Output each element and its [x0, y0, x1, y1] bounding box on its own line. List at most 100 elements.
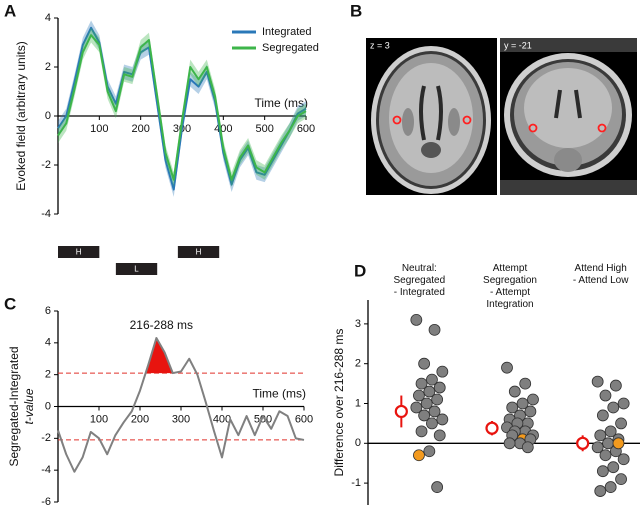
y-tick-label: 4 [45, 337, 51, 349]
data-point [524, 405, 537, 418]
x-axis-label: Time (ms) [254, 96, 308, 110]
x-tick-label: 200 [131, 413, 149, 425]
data-point [415, 425, 428, 438]
legend-label: Integrated [262, 26, 312, 38]
stimulus-label: L [134, 265, 139, 274]
data-point [503, 437, 516, 450]
mean-marker [394, 404, 408, 419]
data-point [596, 409, 609, 422]
data-point [591, 441, 604, 454]
category-label: Attempt Segregation - Attempt Integration [483, 263, 537, 310]
data-point [413, 449, 425, 462]
data-point [426, 417, 438, 430]
y-axis-label: Evoked field (arbitrary units) [14, 41, 28, 190]
y-tick-label: -1 [351, 477, 361, 489]
y-tick-label: 0 [45, 110, 51, 122]
x-tick-label: 100 [90, 123, 108, 135]
data-point [436, 413, 449, 426]
data-point [508, 385, 521, 398]
x-tick-label: 600 [297, 123, 315, 135]
series-line [57, 337, 305, 473]
stimulus-label: H [196, 248, 202, 257]
y-tick-label: -6 [41, 496, 51, 508]
data-point [433, 429, 446, 442]
data-point [423, 445, 436, 458]
panel-label: B [350, 1, 362, 20]
x-tick-label: 100 [90, 413, 108, 425]
y-tick-label: 0 [45, 400, 51, 412]
annotation: 216-288 ms [130, 318, 193, 332]
data-point [433, 381, 446, 394]
y-tick-label: 6 [45, 305, 51, 317]
data-point [617, 453, 630, 466]
data-point [594, 485, 607, 497]
x-tick-label: 500 [255, 123, 273, 135]
data-point [516, 397, 529, 410]
y-tick-label: -4 [41, 208, 51, 220]
y-axis-label: Difference over 216-288 ms [332, 329, 346, 477]
category-label: Attend High - Attend Low [573, 263, 629, 286]
x-tick-label: 400 [213, 413, 231, 425]
data-point [413, 389, 425, 402]
y-tick-label: 3 [355, 318, 361, 330]
mean-marker [576, 436, 590, 450]
y-axis-label: t-value [22, 388, 36, 424]
stimulus-block [115, 263, 158, 275]
y-axis-label: Segregated-Integrated [7, 346, 21, 466]
data-point [607, 401, 620, 414]
data-point [415, 377, 428, 390]
data-point [519, 377, 532, 390]
mean-marker [485, 421, 499, 435]
data-point [436, 365, 449, 378]
data-point [607, 461, 620, 474]
y-tick-label: -2 [41, 432, 51, 444]
stimulus-label: H [76, 248, 82, 257]
y-tick-label: 2 [45, 369, 51, 381]
data-point [615, 473, 627, 486]
y-tick-label: 4 [45, 12, 51, 24]
data-point [431, 481, 444, 493]
data-point [420, 397, 433, 410]
data-point [615, 417, 627, 430]
data-point [423, 385, 436, 398]
data-point [410, 401, 423, 414]
data-point [428, 405, 441, 418]
x-tick-label: 200 [131, 123, 149, 135]
slice-label: z = 3 [370, 40, 390, 50]
x-tick-label: 300 [172, 413, 190, 425]
data-point [418, 357, 431, 370]
data-point [609, 379, 622, 392]
data-point [426, 373, 438, 386]
data-point [604, 425, 617, 438]
panel-label: C [4, 294, 16, 313]
data-point [599, 449, 612, 462]
data-point [594, 429, 607, 442]
data-point [428, 323, 441, 336]
x-axis-label: Time (ms) [252, 387, 306, 401]
y-tick-label: -4 [41, 464, 51, 476]
data-point [591, 375, 604, 388]
data-point [501, 361, 513, 374]
y-tick-label: 1 [355, 397, 361, 409]
panel-label: D [354, 261, 366, 280]
y-tick-label: -2 [41, 159, 51, 171]
data-point [612, 437, 625, 450]
data-point [527, 393, 539, 406]
error-band [58, 27, 306, 188]
y-tick-label: 0 [355, 437, 361, 449]
stimulus-block [58, 246, 100, 258]
x-tick-label: 400 [214, 123, 232, 135]
x-tick-label: 600 [295, 413, 313, 425]
data-point [506, 401, 519, 414]
data-point [521, 441, 534, 454]
category-label: Neutral: Segregated - Integrated [393, 263, 445, 298]
series-line [57, 26, 307, 191]
legend-label: Segregated [262, 42, 319, 54]
data-point [604, 481, 617, 493]
series-line [57, 34, 307, 181]
y-tick-label: 2 [45, 61, 51, 73]
data-point [418, 409, 431, 422]
coronal-image: y = -21 [500, 38, 637, 195]
data-point [599, 389, 612, 402]
